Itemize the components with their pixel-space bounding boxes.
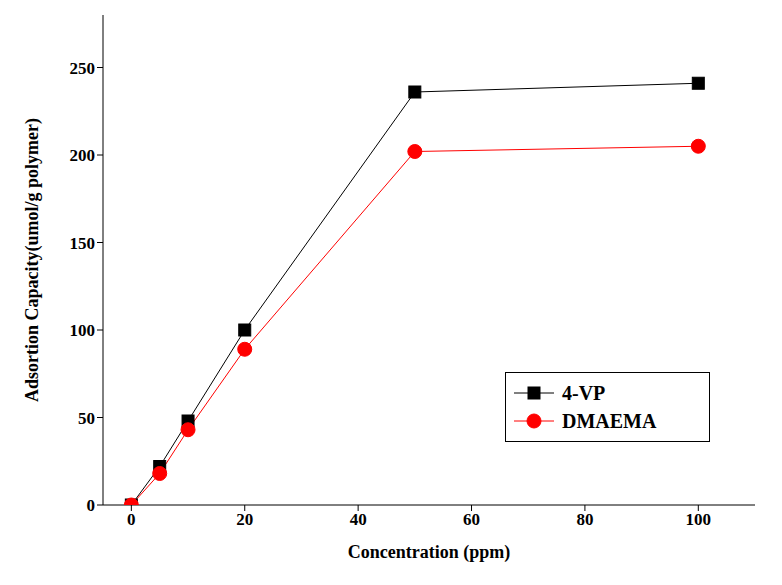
html-text:DMAEMA: DMAEMA	[562, 409, 657, 432]
svg-text:Adsortion Capacity(umol/g poly: Adsortion Capacity(umol/g polymer)	[22, 118, 43, 402]
svg-text:100: 100	[686, 510, 712, 529]
svg-text:50: 50	[78, 409, 95, 428]
svg-text:20: 20	[236, 510, 253, 529]
svg-text:0: 0	[127, 510, 136, 529]
svg-text:100: 100	[70, 321, 96, 340]
svg-text:250: 250	[70, 59, 96, 78]
svg-text:Concentration (ppm): Concentration (ppm)	[348, 542, 511, 563]
html-text:4-VP: 4-VP	[562, 381, 606, 404]
svg-text:200: 200	[70, 146, 96, 165]
svg-text:60: 60	[463, 510, 480, 529]
svg-text:40: 40	[350, 510, 367, 529]
svg-text:0: 0	[87, 496, 96, 515]
svg-text:150: 150	[70, 234, 96, 253]
svg-text:80: 80	[576, 510, 593, 529]
